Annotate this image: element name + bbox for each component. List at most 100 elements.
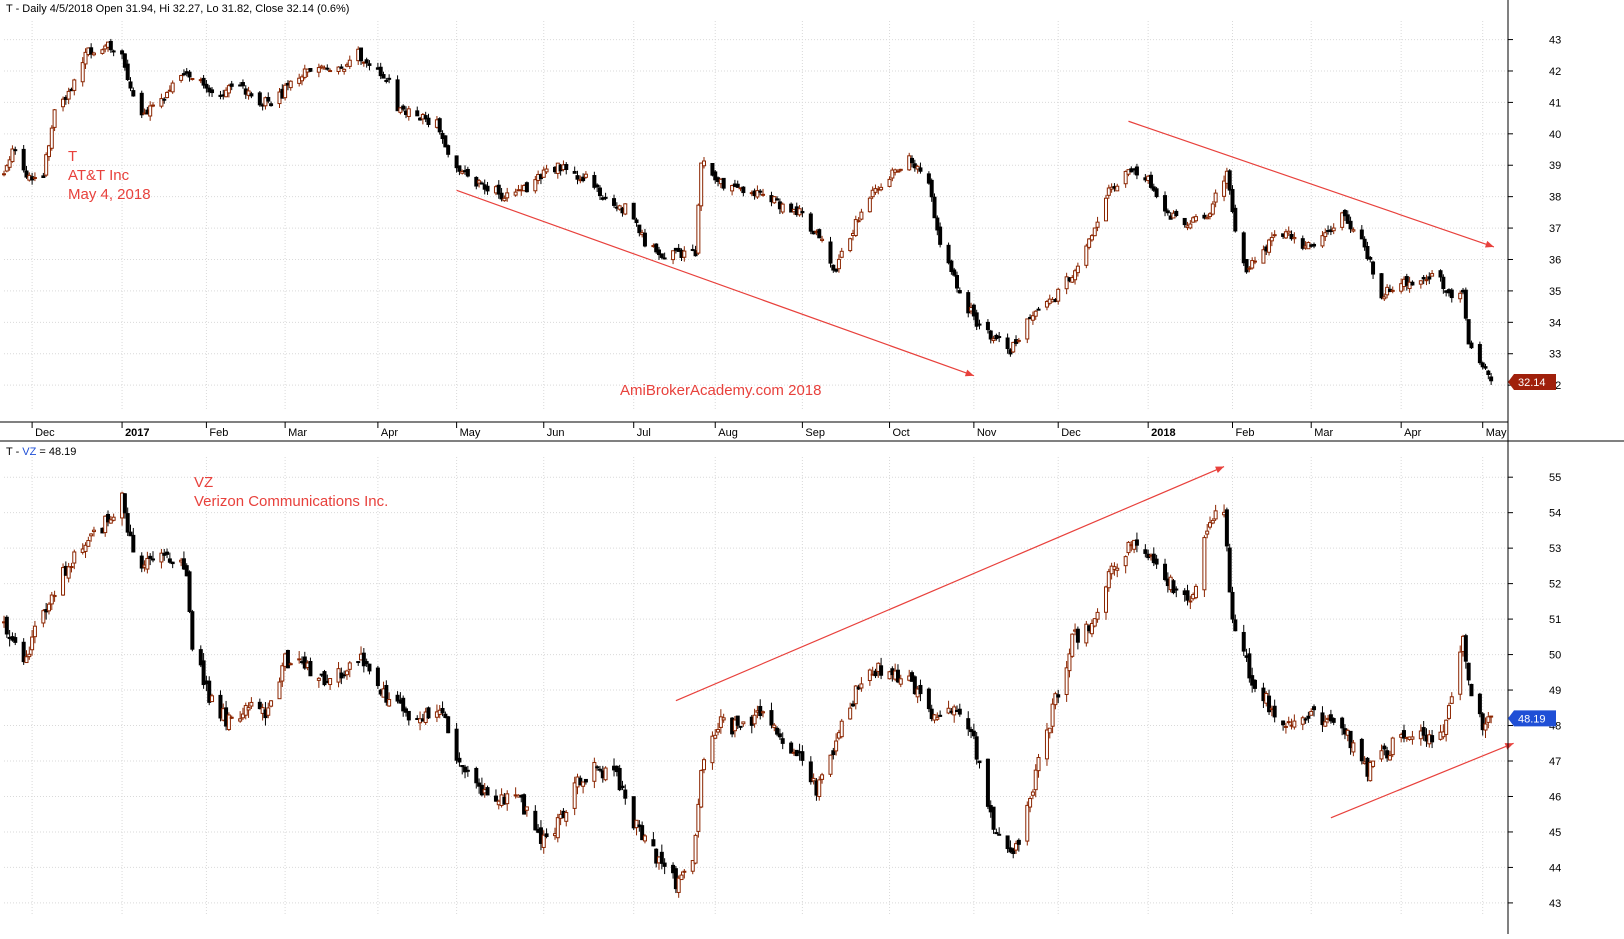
candle-body [2,173,6,176]
candle-body [564,164,569,170]
candle-body [1469,342,1474,349]
candle-body [879,186,884,191]
candle-body [167,558,172,563]
candle [676,875,681,898]
candle [111,49,116,57]
candle-body [1438,270,1443,278]
candle [966,290,971,318]
candle [1351,227,1356,233]
candle-body [592,762,597,782]
candle-body [1247,267,1252,270]
candle-body [165,551,170,555]
candle [918,162,923,174]
candle-body [524,182,529,193]
candle [1056,287,1061,305]
candle-body [1233,207,1238,232]
candle [1011,341,1016,354]
candle-body [1087,238,1092,248]
candle [131,87,136,97]
candle [401,104,406,112]
candle [1342,208,1347,221]
candle [918,679,923,702]
candle [187,69,192,82]
candle-body [440,707,445,714]
candle [985,758,990,810]
candle-body [640,825,645,841]
candle-body [671,250,676,261]
candle [384,77,389,84]
candle [145,551,150,574]
candle-body [1480,713,1485,731]
candle [1309,708,1314,716]
candle [887,176,892,188]
candle [583,171,588,179]
candle [1272,230,1277,238]
candle-body [1073,270,1078,281]
candle [496,180,501,199]
y-tick-label: 33 [1549,349,1561,361]
candle [564,162,569,175]
candle [1047,727,1052,739]
candle-body [780,203,785,213]
candle [1469,340,1474,349]
candle-body [623,203,628,215]
candle-body [347,59,352,67]
y-tick-label: 34 [1549,317,1561,329]
candle [493,789,498,802]
candle-body [1095,611,1100,620]
candle [1233,204,1238,233]
candle [384,680,389,706]
candle-body [1233,619,1238,632]
candle-body [997,336,1002,339]
candle-body [361,652,366,667]
candle-body [1410,281,1415,286]
candle [955,271,960,293]
candle [1025,318,1030,344]
candle [997,827,1002,836]
candle [1030,311,1035,325]
candle-body [1033,769,1038,791]
candle [690,860,695,875]
candle-body [1446,705,1451,719]
candle [443,135,448,148]
candle [249,91,254,99]
candle [426,113,431,128]
candle [1165,208,1170,216]
candle-body [1016,339,1021,342]
candle [120,49,125,60]
candle-body [699,162,704,207]
candle [1331,717,1336,726]
vz-header-suffix: = 48.19 [36,446,76,458]
candle-body [128,81,133,89]
candle-body [1466,662,1471,681]
candle [375,665,380,689]
candle [125,507,130,537]
candle-body [775,727,780,735]
candle [285,649,290,669]
candle-body [955,275,960,289]
candle [718,709,723,734]
candle-body [1036,308,1041,311]
candle-body [654,243,659,253]
candle [485,181,490,195]
candle [1103,585,1108,620]
candle-body [328,70,333,73]
candle-body [4,165,9,172]
candle [83,542,88,558]
candle [165,548,170,559]
candle-body [1286,721,1291,724]
candle-body [834,740,839,752]
candle-body [544,833,549,837]
candle [395,75,400,112]
candle [179,74,184,83]
candle [167,552,172,564]
candle [780,732,785,750]
candle-body [240,713,245,719]
candle-body [971,304,976,317]
candle [61,563,66,596]
candle-body [111,516,116,521]
x-tick-label: Apr [381,427,398,439]
candle [735,715,740,730]
